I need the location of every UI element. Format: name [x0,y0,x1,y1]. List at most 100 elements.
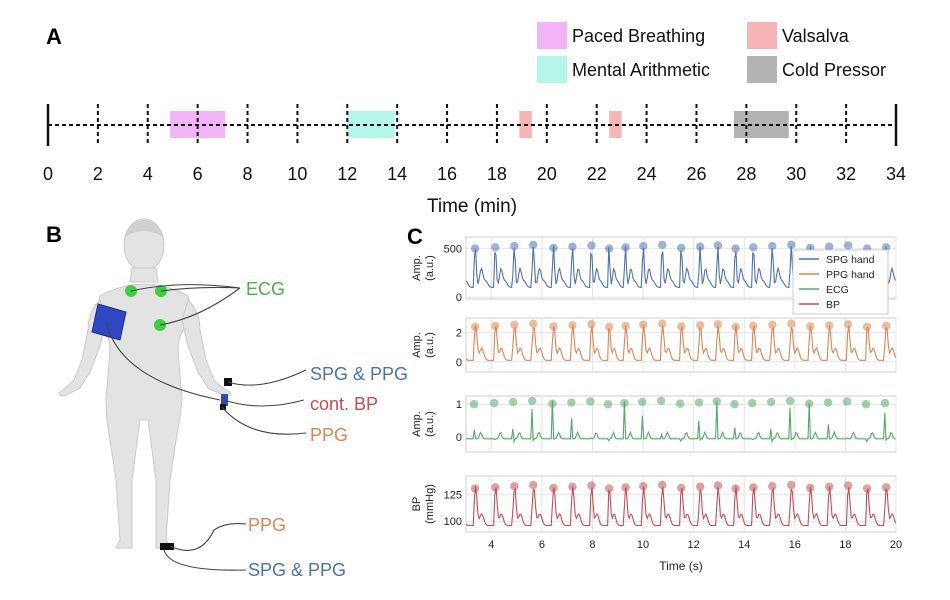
panel-label-c: C [407,224,423,249]
timeline-tick-label: 20 [537,164,557,184]
y-tick-label: 100 [444,516,462,528]
legend-swatch-cold-pressor [747,56,777,83]
peak-marker [731,322,740,332]
x-tick-label: 6 [539,539,545,551]
peak-marker [749,483,758,492]
legend-entry: ECG [826,284,849,296]
peak-marker [658,240,667,250]
legend-label-cold-pressor: Cold Pressor [782,60,886,80]
peak-marker [604,322,614,332]
y-tick-label: 125 [444,489,462,501]
timeline-legend: Paced Breathing Mental Arithmetic Valsal… [537,22,886,83]
y-axis-label: Amp.(a.u.) [411,411,436,437]
peak-marker [587,241,596,250]
peak-marker [862,484,872,493]
peak-marker [529,240,538,250]
legend-label-mental-arithmetic: Mental Arithmetic [572,60,710,80]
peak-marker [491,243,500,252]
peak-marker [881,243,891,252]
peak-marker [881,321,891,331]
x-tick-label: 10 [637,539,649,551]
peak-marker [787,480,796,490]
timeline-tick-label: 18 [487,164,507,184]
sensor-wires [105,284,307,571]
hand-ppg-sensor-icon [220,404,226,410]
peak-marker [696,321,705,330]
signals-x-axis-label: Time (s) [659,559,703,573]
y-axis-label: Amp.(a.u.) [411,332,436,358]
x-tick-label: 4 [488,539,494,551]
human-body-silhouette [59,218,231,549]
peak-marker [843,241,853,250]
signal-plots: 0 500 Amp.(a.u.) 0 2 Amp.(a.u.) 0 1 Amp.(a.u.) 10… [411,236,902,551]
peak-marker [549,243,558,253]
y-tick-label: 500 [444,244,462,256]
timeline-tick-label: 26 [686,164,706,184]
y-tick-label: 2 [456,328,462,340]
peak-marker [529,480,538,490]
label-ppg-foot: PPG [248,515,286,535]
signal-panel-bp: 100 125 BP(mmHg) 4 6 8 10 12 14 16 18 20 [411,475,902,551]
x-tick-label: 18 [839,539,851,551]
peak-marker [675,399,685,408]
peak-marker [677,243,686,253]
timeline-tick-label: 12 [337,164,357,184]
signal-panel-ecg: 0 1 Amp.(a.u.) [411,395,897,453]
y-tick-label: 0 [456,432,462,444]
timeline: 0 2 4 6 8 10 12 14 16 18 20 22 24 26 28 30 32 34 [43,104,906,184]
peak-marker [766,397,776,407]
timeline-tick-label: 32 [836,164,856,184]
legend-swatch-mental-arithmetic [537,56,567,83]
peak-marker [696,242,705,251]
timeline-tick-label: 2 [93,164,103,184]
peak-marker [568,482,577,491]
peak-marker [768,241,777,251]
peak-marker [825,482,834,491]
peak-marker [694,398,704,407]
peak-marker [510,320,519,329]
peak-marker [806,322,815,331]
peak-marker [768,481,777,491]
peak-marker [529,319,538,328]
panel-label-a: A [46,24,62,49]
peak-marker [862,322,872,332]
legend-swatch-paced-breathing [537,22,567,49]
signal-line [465,486,897,527]
timeline-tick-label: 4 [143,164,153,184]
peak-marker [587,481,596,490]
label-spg-ppg-foot: SPG & PPG [248,560,346,580]
timeline-tick-label: 34 [886,164,906,184]
peak-marker [730,400,739,409]
timeline-axis-label: Time (min) [427,196,517,217]
legend-label-paced-breathing: Paced Breathing [572,26,705,46]
peak-marker [677,483,686,493]
peak-marker [713,241,723,250]
peak-marker [843,320,853,329]
peak-marker [658,480,667,490]
peak-marker [861,400,871,409]
peak-marker [768,320,777,329]
head-hair [124,220,164,240]
x-tick-label: 20 [890,539,902,551]
label-spg-ppg-hand: SPG & PPG [310,364,408,384]
peak-marker [713,320,723,329]
peak-marker [549,322,558,331]
peak-marker [825,242,834,251]
y-tick-label: 1 [456,399,462,411]
y-axis-label: Amp.(a.u.) [411,255,436,281]
peak-marker [603,400,613,409]
peak-marker [470,484,480,493]
y-tick-label: 0 [456,292,462,304]
peak-marker [639,481,648,491]
peak-marker [621,483,630,492]
peak-marker [712,397,721,406]
peak-marker [881,483,891,492]
peak-marker [621,321,630,331]
peak-marker [785,396,795,406]
peak-marker [639,320,648,329]
signals-legend: SPG hand PPG hand ECG BP [792,249,889,315]
peak-marker [620,398,629,408]
x-tick-label: 12 [688,539,700,551]
peak-marker [748,398,757,408]
peak-marker [567,398,576,407]
